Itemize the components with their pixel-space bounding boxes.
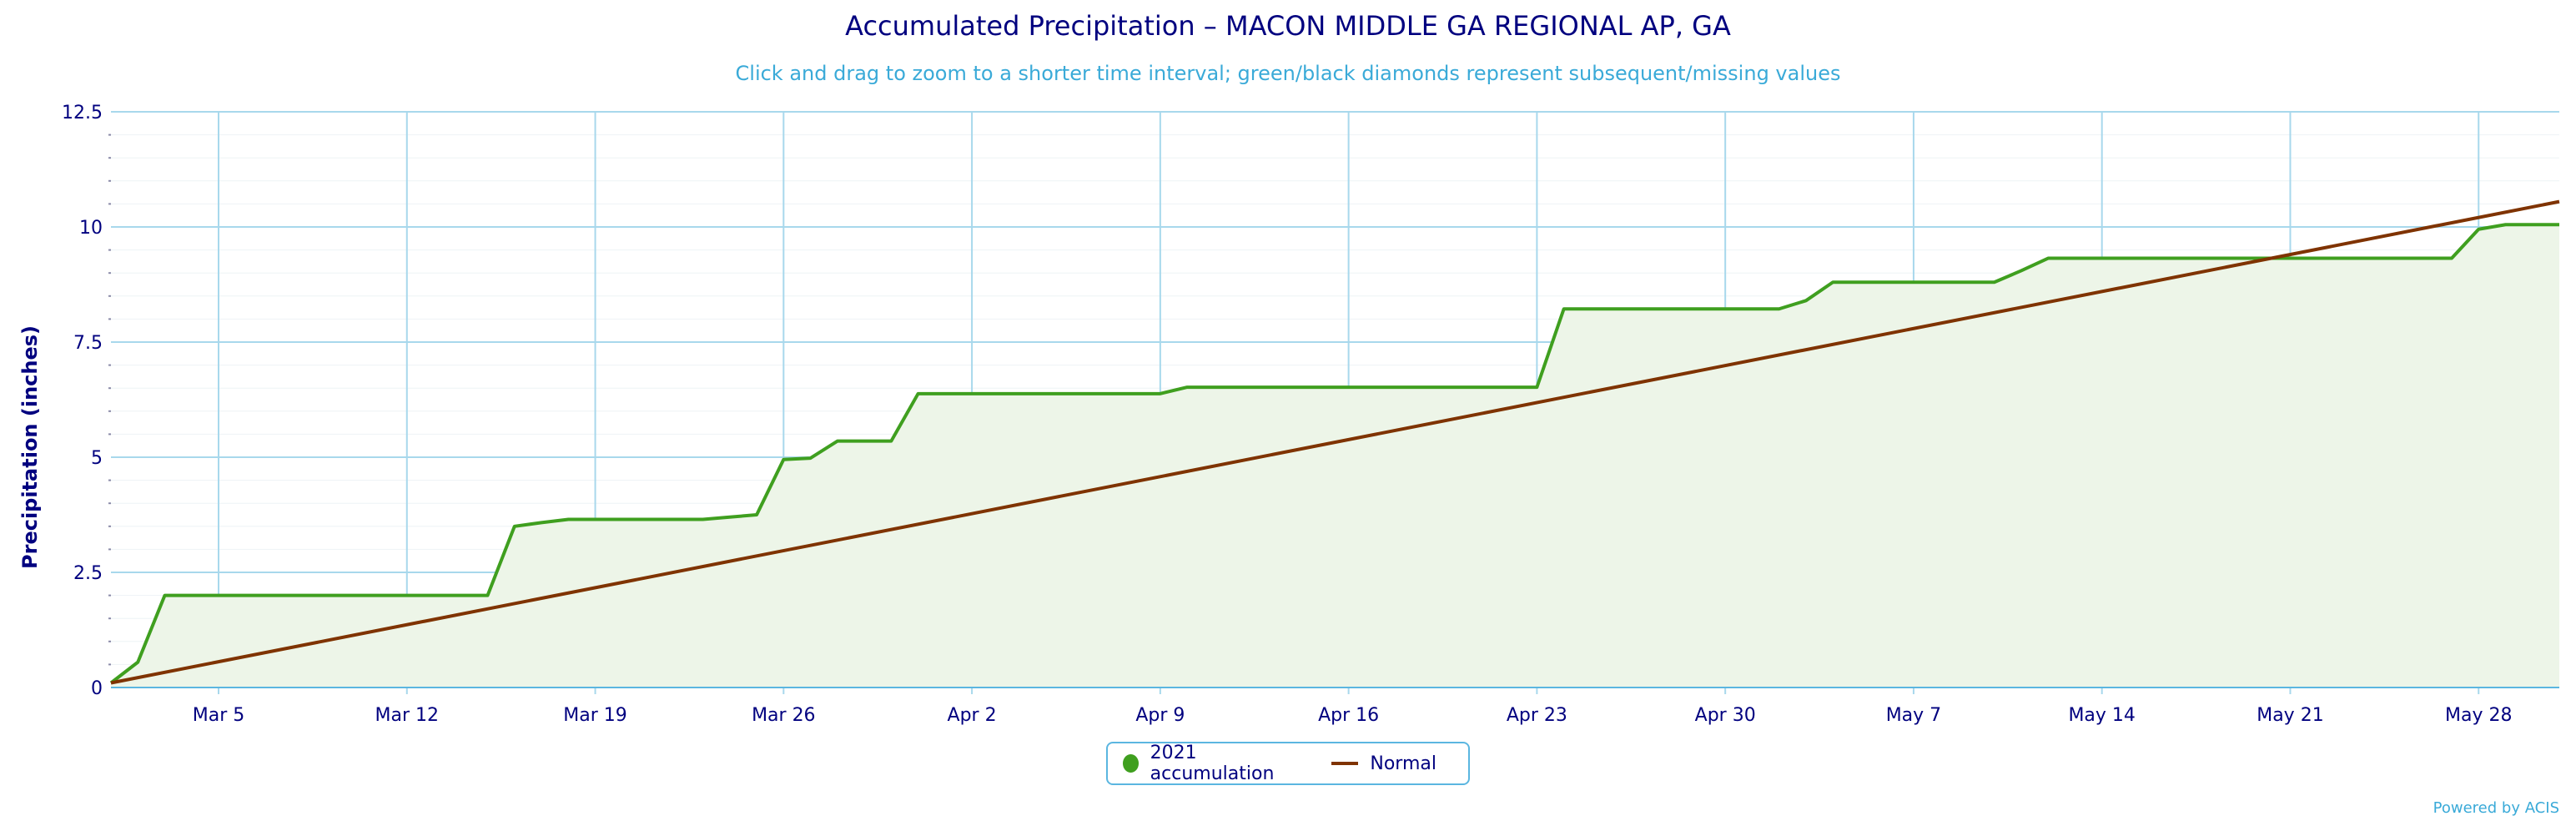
y-tick-label: 2.5 (73, 563, 103, 584)
x-tick-label: Mar 26 (752, 705, 816, 726)
y-tick-label: 10 (79, 218, 103, 239)
area-layer (111, 224, 2559, 688)
legend-item-normal[interactable]: Normal (1331, 753, 1436, 774)
x-tick-label: Apr 23 (1507, 705, 1567, 726)
powered-by-credit[interactable]: Powered by ACIS (2433, 799, 2559, 817)
x-tick-label: Mar 12 (375, 705, 440, 726)
x-tick-label: May 7 (1886, 705, 1941, 726)
accumulation-area (111, 224, 2559, 688)
axis-layer: 0 2.5 5 7.5 10 12.5 Mar 5 Mar 12 Mar 19 Mar 26 Apr… (62, 103, 2559, 726)
x-tick-label: Mar 19 (563, 705, 627, 726)
legend-label-accumulation: 2021 accumulation (1150, 743, 1275, 784)
y-tick-label: 12.5 (62, 103, 103, 123)
legend-circle-icon (1123, 754, 1139, 773)
legend-line-icon (1331, 762, 1359, 765)
y-tick-label: 5 (91, 448, 103, 469)
y-tick-label: 0 (91, 678, 103, 699)
y-axis-label: Precipitation (inches) (18, 325, 42, 569)
x-tick-label: May 14 (2068, 705, 2135, 726)
x-tick-label: Apr 2 (948, 705, 997, 726)
x-tick-label: Apr 16 (1318, 705, 1379, 726)
normal-line (110, 199, 2560, 685)
chart-title: Accumulated Precipitation – MACON MIDDLE… (845, 10, 1731, 42)
x-tick-label: May 21 (2257, 705, 2323, 726)
line-layer (109, 199, 2560, 685)
chart-subtitle: Click and drag to zoom to a shorter time… (735, 62, 1841, 85)
x-tick-label: Apr 30 (1695, 705, 1756, 726)
x-tick-label: May 28 (2445, 705, 2512, 726)
x-tick-label: Mar 5 (193, 705, 245, 726)
chart-legend: 2021 accumulation Normal (1106, 742, 1470, 785)
legend-label-normal: Normal (1370, 753, 1436, 774)
y-tick-label: 7.5 (73, 333, 103, 354)
x-tick-label: Apr 9 (1135, 705, 1185, 726)
accumulation-line (109, 223, 2559, 685)
legend-item-accumulation[interactable]: 2021 accumulation (1123, 743, 1300, 784)
